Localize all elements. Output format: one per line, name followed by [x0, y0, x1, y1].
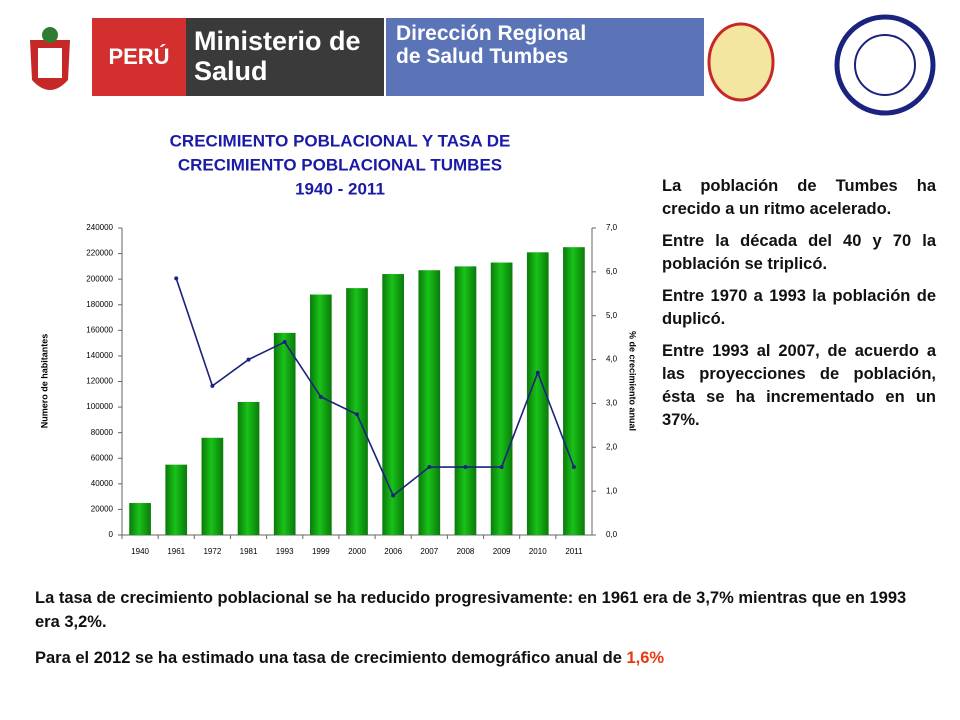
y-tick-label: 220000 [86, 249, 113, 258]
y-tick-label: 40000 [91, 479, 114, 488]
y2-tick-label: 7,0 [606, 223, 618, 232]
logo-globe [854, 34, 916, 96]
y2-tick-label: 1,0 [606, 486, 618, 495]
highlight: 1,6% [626, 649, 665, 667]
y2-tick-label: 2,0 [606, 442, 618, 451]
point [427, 465, 432, 470]
point [535, 370, 540, 375]
chart-title: CRECIMIENTO POBLACIONAL TUMBES [178, 155, 502, 174]
peru-box [92, 18, 186, 96]
y-tick-label: 60000 [91, 453, 114, 462]
x-tick-label: 2008 [457, 547, 475, 556]
y2-tick-label: 6,0 [606, 267, 618, 276]
point [210, 383, 215, 388]
ministry-box [186, 18, 384, 96]
x-tick-label: 1993 [276, 547, 294, 556]
bar [563, 247, 585, 535]
point [391, 493, 396, 498]
x-tick-label: 2007 [420, 547, 438, 556]
x-tick-label: 1972 [203, 547, 221, 556]
y2-tick-label: 5,0 [606, 311, 618, 320]
point [571, 465, 576, 470]
direction: Dirección Regional de Salud Tumbes [396, 22, 587, 68]
point [282, 340, 287, 345]
text: Para el 2012 se ha estimado una tasa de … [35, 649, 627, 667]
paragraph: La tasa de crecimiento poblacional se ha… [35, 589, 907, 631]
x-tick-label: 1940 [131, 547, 149, 556]
bottom-text: La tasa de crecimiento poblacional se ha… [35, 586, 925, 682]
y2-axis-label: % de crecimiento anual [628, 331, 638, 431]
paragraph: La población de Tumbes ha crecido a un r… [662, 177, 936, 218]
y2-tick-label: 0,0 [606, 530, 618, 539]
paragraph: Para el 2012 se ha estimado una tasa de … [35, 646, 925, 670]
y-tick-label: 120000 [86, 377, 113, 386]
x-tick-label: 1961 [167, 547, 185, 556]
y-tick-label: 20000 [91, 505, 114, 514]
x-tick-label: 1999 [312, 547, 330, 556]
bar [454, 266, 477, 535]
y-axis-label: Numero de habitantes [39, 334, 49, 429]
x-tick-label: 2009 [493, 547, 511, 556]
y-tick-label: 140000 [86, 351, 113, 360]
point [355, 412, 359, 417]
point [318, 394, 323, 399]
y-tick-label: 160000 [86, 325, 113, 334]
y-tick-label: 180000 [86, 300, 113, 309]
paragraph: Entre la década del 40 y 70 la población… [662, 232, 936, 273]
side-text: La población de Tumbes ha crecido a un r… [662, 175, 936, 441]
line [175, 278, 575, 497]
peru: PERÚ [108, 44, 169, 69]
point [499, 465, 504, 470]
bar [310, 294, 332, 535]
bar [418, 270, 441, 535]
bar [237, 401, 260, 535]
bar [129, 503, 151, 535]
y-tick-label: 100000 [86, 402, 113, 411]
peru-crest [30, 27, 70, 90]
y-tick-label: 200000 [86, 274, 113, 283]
point [174, 276, 179, 281]
bar [273, 332, 296, 535]
bar [346, 288, 368, 535]
x-tick-label: 2006 [384, 547, 402, 556]
chart: PERÚ Ministerio de Salud Dirección Regio… [30, 14, 936, 556]
point [246, 357, 251, 362]
y-tick-label: 0 [109, 530, 114, 539]
y2-tick-label: 3,0 [606, 399, 618, 408]
x-tick-label: 2000 [348, 547, 366, 556]
bar [490, 262, 513, 535]
y2-tick-label: 4,0 [606, 355, 618, 364]
chart-title: CRECIMIENTO POBLACIONAL Y TASA DE [170, 131, 511, 150]
bar [201, 437, 224, 535]
paragraph: Entre 1970 a 1993 la población de duplic… [662, 287, 936, 328]
point [463, 465, 468, 470]
epidemiology-logo [834, 14, 936, 116]
y-tick-label: 240000 [86, 223, 113, 232]
y-tick-label: 80000 [91, 428, 114, 437]
bar [165, 464, 188, 535]
x-tick-label: 1981 [240, 547, 258, 556]
direction-box [386, 18, 704, 96]
ministry: Ministerio de Salud [194, 26, 361, 86]
bar [382, 274, 404, 535]
x-tick-label: 2011 [565, 547, 583, 556]
chart-title: 1940 - 2011 [295, 179, 385, 198]
paragraph: Entre 1993 al 2007, de acuerdo a las pro… [662, 342, 936, 429]
bar [526, 252, 549, 535]
regional-logo [707, 22, 775, 102]
x-tick-label: 2010 [529, 547, 547, 556]
